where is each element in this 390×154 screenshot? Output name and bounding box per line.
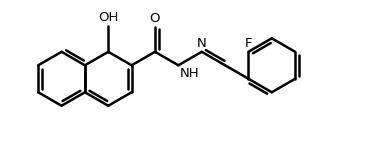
Text: F: F — [245, 37, 252, 50]
Text: NH: NH — [180, 67, 199, 80]
Text: OH: OH — [98, 11, 119, 24]
Text: N: N — [197, 37, 207, 50]
Text: O: O — [150, 12, 160, 25]
